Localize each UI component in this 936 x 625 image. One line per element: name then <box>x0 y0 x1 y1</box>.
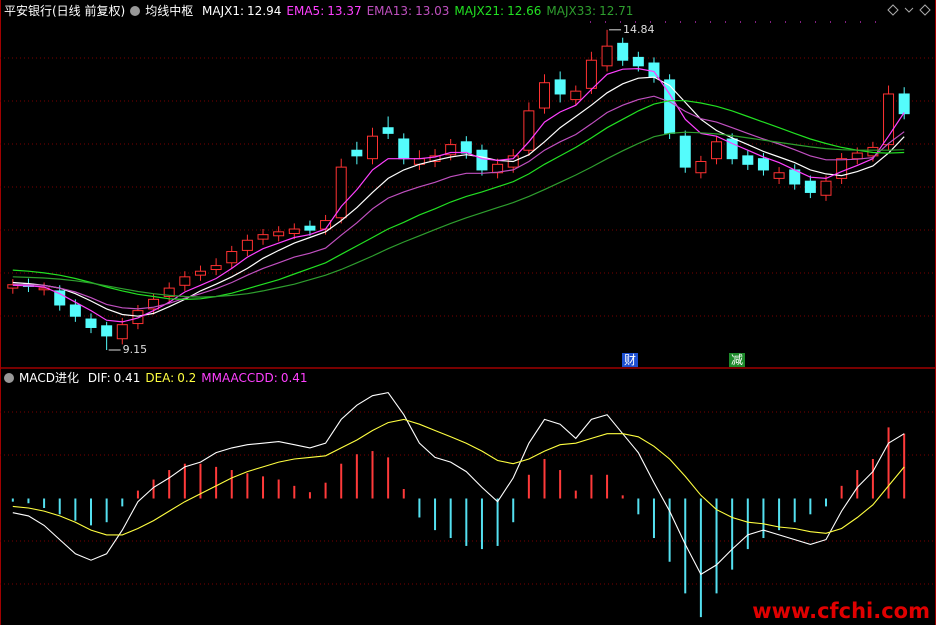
legend-value: 0.2 <box>177 371 196 385</box>
icon <box>4 373 14 383</box>
candle-body <box>336 167 346 218</box>
candle-body <box>821 181 831 195</box>
watermark: www.cfchi.com <box>752 599 930 623</box>
legend-name: EMA13 <box>367 4 415 18</box>
candle-body <box>852 153 862 159</box>
candle-body <box>305 226 315 230</box>
legend-name: MAJX33 <box>546 4 599 18</box>
legend-name: MAJX1 <box>202 4 247 18</box>
candle-body <box>211 266 221 270</box>
chart-title: MACD进化 <box>19 371 79 385</box>
legend-value: 12.66 <box>507 4 541 18</box>
candle-body <box>758 159 768 170</box>
candle-body <box>180 277 190 285</box>
legend-value: 0.41 <box>281 371 308 385</box>
high-label: 14.84 <box>623 23 655 36</box>
candle-body <box>352 150 362 156</box>
candle-body <box>477 150 487 170</box>
candle-body <box>712 142 722 159</box>
candle-body <box>571 91 581 99</box>
candle-body <box>242 240 252 250</box>
candle-body <box>133 311 143 324</box>
icon <box>130 6 140 16</box>
candle-body <box>696 161 706 172</box>
candle-body <box>618 43 628 60</box>
candle-body <box>555 80 565 94</box>
candle-body <box>227 252 237 263</box>
candle-body <box>774 173 784 179</box>
candle-body <box>805 181 815 192</box>
candle-body <box>743 156 753 164</box>
candle-body <box>117 325 127 339</box>
candle-body <box>274 232 284 236</box>
chart-title: 平安银行(日线 前复权) <box>4 4 125 18</box>
candle-body <box>461 142 471 153</box>
candle-body <box>399 139 409 159</box>
candle-body <box>524 111 534 150</box>
candle-body <box>289 229 299 234</box>
legend-value: 0.41 <box>114 371 141 385</box>
event-marker: 财 <box>622 353 638 367</box>
legend-value: 12.71 <box>599 4 633 18</box>
price-header: 平安银行(日线 前复权) 均线中枢 MAJX112.94 EMA513.37 EMA1… <box>4 4 638 18</box>
candle-body <box>649 63 659 77</box>
candle-body <box>899 94 909 114</box>
candle-body <box>70 305 80 316</box>
candle-body <box>586 60 596 88</box>
legend-name: MMAACCDD <box>201 371 281 385</box>
candle-body <box>102 326 112 336</box>
legend-name: EMA5 <box>286 4 327 18</box>
candle-body <box>680 136 690 167</box>
legend-value: 13.03 <box>415 4 449 18</box>
legend-name: DIF <box>88 371 114 385</box>
legend-name: MAJX21 <box>454 4 507 18</box>
candle-body <box>633 57 643 65</box>
event-marker: 减 <box>729 353 745 367</box>
legend-name: DEA <box>145 371 177 385</box>
legend-value: 12.94 <box>247 4 281 18</box>
candle-body <box>367 136 377 159</box>
candle-body <box>540 83 550 108</box>
candle-body <box>55 291 65 305</box>
candle-body <box>86 319 96 327</box>
candle-body <box>602 46 612 66</box>
candle-body <box>383 128 393 134</box>
macd-header: MACD进化 DIF0.41DEA0.2MMAACCDD0.41 <box>4 371 313 385</box>
legend-value: 13.37 <box>327 4 361 18</box>
candle-body <box>195 271 205 275</box>
low-label: 9.15 <box>123 343 147 356</box>
indicator-name: 均线中枢 <box>145 4 193 18</box>
candle-body <box>258 235 268 240</box>
